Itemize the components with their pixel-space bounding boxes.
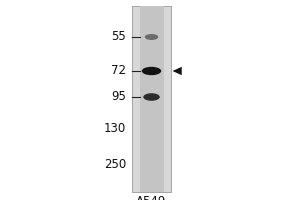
Text: 250: 250: [104, 158, 126, 171]
Bar: [140, 6, 164, 192]
Polygon shape: [172, 67, 182, 75]
Text: 55: 55: [111, 30, 126, 44]
Bar: [132, 6, 171, 192]
Ellipse shape: [143, 93, 160, 101]
Text: A549: A549: [136, 195, 167, 200]
Text: 130: 130: [104, 122, 126, 136]
Text: 72: 72: [111, 64, 126, 77]
Ellipse shape: [142, 67, 161, 75]
Ellipse shape: [145, 34, 158, 40]
Text: 95: 95: [111, 90, 126, 104]
